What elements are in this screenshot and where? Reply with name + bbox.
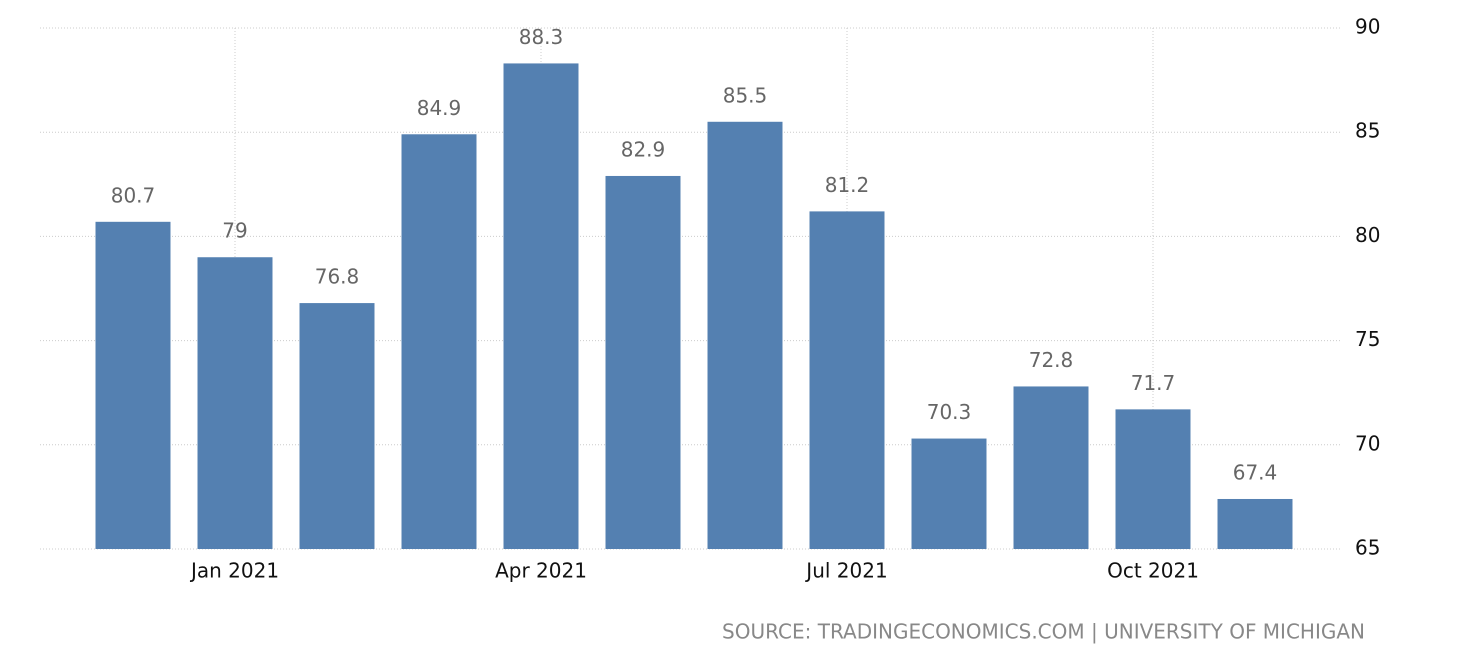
x-tick-label: Jul 2021 <box>804 559 887 583</box>
bar <box>1013 386 1089 549</box>
bar <box>809 211 885 549</box>
bar <box>95 221 171 549</box>
y-tick-label: 75 <box>1355 327 1380 351</box>
y-tick-label: 90 <box>1355 15 1380 39</box>
value-label: 82.9 <box>621 137 666 161</box>
y-tick-label: 85 <box>1355 119 1380 143</box>
value-label: 84.9 <box>417 96 462 120</box>
value-label: 79 <box>222 219 247 243</box>
bar <box>197 257 273 549</box>
bar <box>401 134 477 549</box>
y-tick-label: 65 <box>1355 536 1380 560</box>
x-tick-label: Jan 2021 <box>189 559 279 583</box>
value-label: 85.5 <box>723 83 768 107</box>
value-label: 80.7 <box>111 183 156 207</box>
bar <box>707 121 783 549</box>
value-label: 88.3 <box>519 25 564 49</box>
value-label: 70.3 <box>927 400 972 424</box>
value-label: 72.8 <box>1029 348 1074 372</box>
bar <box>1115 409 1191 549</box>
bar <box>605 175 681 550</box>
y-tick-label: 80 <box>1355 223 1380 247</box>
bar <box>503 63 579 549</box>
bar <box>911 438 987 549</box>
value-label: 71.7 <box>1131 371 1176 395</box>
bar <box>1217 498 1293 549</box>
y-tick-label: 70 <box>1355 431 1380 455</box>
source: SOURCE: TRADINGECONOMICS.COM | UNIVERSIT… <box>722 620 1365 644</box>
value-label: 67.4 <box>1233 460 1278 484</box>
value-label: 81.2 <box>825 173 870 197</box>
x-tick-label: Oct 2021 <box>1107 559 1199 583</box>
x-tick-label: Apr 2021 <box>495 559 587 583</box>
value-label: 76.8 <box>315 265 360 289</box>
bar <box>299 303 375 549</box>
